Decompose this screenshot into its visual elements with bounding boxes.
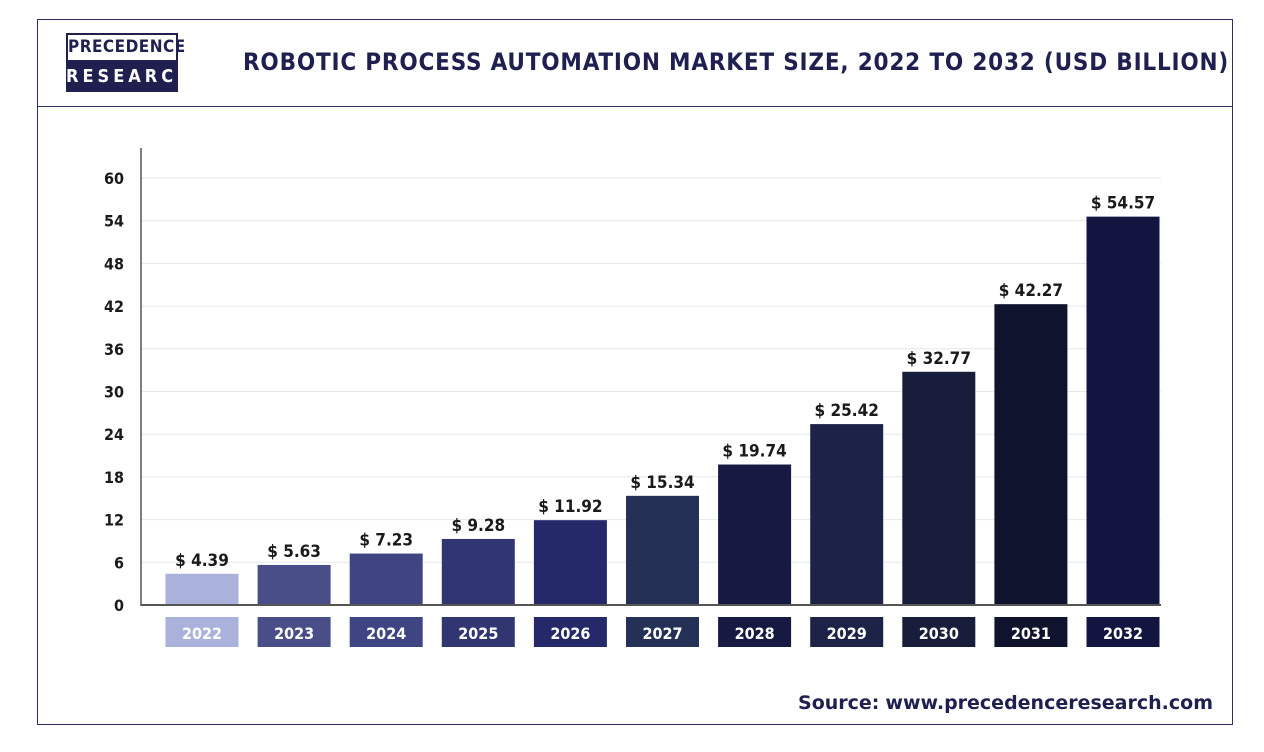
- y-tick-label: 48: [104, 254, 124, 273]
- value-label: $ 7.23: [359, 531, 413, 551]
- bar-2028: [718, 464, 792, 605]
- y-tick-label: 54: [104, 212, 124, 231]
- value-label: $ 11.92: [538, 497, 602, 517]
- value-label: $ 5.63: [267, 542, 321, 562]
- x-tick-label: 2026: [550, 624, 590, 643]
- category-tag: [533, 617, 607, 647]
- value-label: $ 15.34: [630, 473, 694, 493]
- bar-2023: [257, 564, 331, 605]
- y-tick-label: 30: [104, 383, 124, 402]
- bar-2031: [994, 304, 1068, 605]
- logo-top-text: PRECEDENCE: [66, 33, 185, 62]
- source-label: Source:: [798, 692, 880, 714]
- chart-frame: PRECEDENCE RESEARCH ROBOTIC PROCESS AUTO…: [37, 19, 1233, 725]
- value-label: $ 42.27: [999, 281, 1063, 301]
- x-tick-label: 2027: [642, 624, 682, 643]
- y-tick-label: 60: [104, 169, 124, 188]
- y-tick-label: 42: [104, 297, 124, 316]
- bar-2030: [902, 371, 976, 605]
- category-tag: [994, 617, 1068, 647]
- x-tick-label: 2025: [458, 624, 498, 643]
- bar-2025: [441, 538, 515, 605]
- x-tick-label: 2032: [1103, 624, 1143, 643]
- y-tick-label: 12: [104, 511, 124, 530]
- brand-logo: PRECEDENCE RESEARCH: [66, 33, 191, 95]
- category-tag: [349, 617, 423, 647]
- x-tick-label: 2028: [735, 624, 775, 643]
- x-tick-label: 2022: [182, 624, 222, 643]
- bar-2032: [1086, 216, 1160, 605]
- logo-bottom-text: RESEARCH: [66, 62, 191, 92]
- bar-chart: 0 6 12 18 24 30 36 42 48 54 60 $ 4.39 2022 $ 5.63 2023…: [104, 148, 1161, 647]
- y-tick-label: 18: [104, 468, 124, 487]
- value-label: $ 4.39: [175, 551, 229, 571]
- bar-2027: [626, 495, 699, 605]
- x-tick-label: 2031: [1011, 624, 1051, 643]
- category-tag: [165, 617, 239, 647]
- chart-title: ROBOTIC PROCESS AUTOMATION MARKET SIZE, …: [243, 48, 1230, 76]
- x-tick-label: 2030: [919, 624, 959, 643]
- x-tick-label: 2029: [827, 624, 867, 643]
- category-tag: [257, 617, 331, 647]
- category-tag: [441, 617, 515, 647]
- value-label: $ 25.42: [815, 401, 879, 421]
- category-tag: [810, 617, 884, 647]
- category-tag: [902, 617, 976, 647]
- source-note: Source: www.precedenceresearch.com: [798, 692, 1213, 714]
- y-tick-label: 24: [104, 425, 124, 444]
- y-tick-label: 6: [114, 553, 124, 572]
- value-label: $ 32.77: [907, 349, 971, 369]
- x-tick-label: 2023: [274, 624, 314, 643]
- bar-2024: [349, 553, 423, 605]
- category-tag: [1086, 617, 1160, 647]
- category-tag: [626, 617, 699, 647]
- bar-2022: [165, 573, 239, 605]
- value-label: $ 54.57: [1091, 194, 1155, 214]
- y-tick-label: 0: [114, 596, 124, 615]
- value-label: $ 9.28: [451, 516, 505, 536]
- y-tick-label: 36: [104, 340, 124, 359]
- value-label: $ 19.74: [722, 442, 786, 462]
- bar-2029: [810, 424, 884, 605]
- bar-2026: [533, 520, 607, 605]
- chart-header: PRECEDENCE RESEARCH ROBOTIC PROCESS AUTO…: [38, 20, 1232, 107]
- source-url: www.precedenceresearch.com: [885, 692, 1213, 714]
- x-tick-label: 2024: [366, 624, 406, 643]
- category-tag: [718, 617, 792, 647]
